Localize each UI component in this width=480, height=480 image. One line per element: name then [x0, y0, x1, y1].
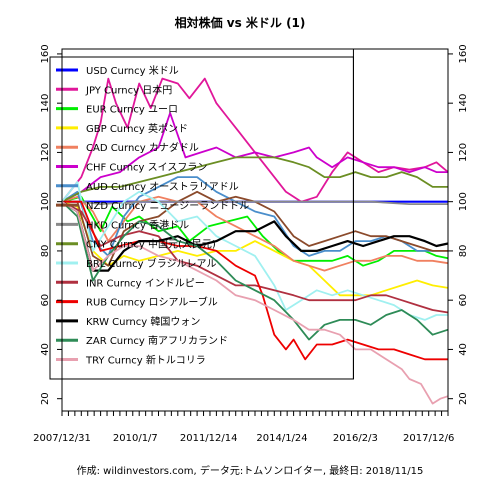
series-line: [61, 200, 449, 272]
y-tick-label-left: 120: [40, 143, 51, 162]
x-tick-label: 2011/12/14: [180, 433, 238, 444]
y-tick-label-right: 80: [458, 245, 469, 258]
y-tick-label-right: 160: [458, 44, 469, 63]
legend-label: CHF Curncy スイスフラン: [86, 162, 207, 174]
y-tick-label-left: 80: [40, 245, 51, 258]
legend-label: HKD Curncy 香港ドル: [86, 219, 189, 231]
legend-label: CNY Curncy 中国元(人民元): [86, 238, 216, 251]
y-tick-label-right: 140: [458, 94, 469, 113]
chart-footer: 作成: wildinvestors.com, データ元:トムソンロイター, 最終…: [77, 464, 424, 477]
series-line: [61, 200, 449, 314]
y-tick-label-left: 100: [40, 192, 51, 211]
legend-label: TRY Curncy 新トルコリラ: [85, 354, 206, 367]
x-tick-label: 2016/2/3: [333, 433, 378, 444]
axes: 20 20 40 40 60 60 80 80 100 100 120 120 140 140 160 160…: [33, 44, 469, 444]
legend-label: INR Curncy インドルピー: [86, 277, 205, 289]
chart-title: 相対株価 vs 米ドル (1): [175, 15, 306, 30]
legend-label: GBP Curncy 英ポンド: [86, 122, 188, 135]
plot-area: [61, 49, 449, 405]
series-line: [61, 156, 448, 203]
x-tick-label: 2010/1/7: [113, 433, 158, 444]
y-tick-label-left: 20: [40, 392, 51, 405]
legend-label: KRW Curncy 韓国ウォン: [86, 316, 200, 328]
legend-label: JPY Curncy 日本円: [85, 83, 172, 96]
y-tick-label-right: 40: [458, 343, 469, 356]
y-tick-label-right: 120: [458, 143, 469, 162]
x-tick-label: 2014/1/24: [256, 433, 307, 444]
y-tick-label-left: 40: [40, 343, 51, 356]
legend-label: USD Curncy 米ドル: [86, 64, 179, 77]
x-tick-label: 2017/12/6: [403, 433, 454, 444]
y-tick-label-right: 60: [458, 294, 469, 307]
x-tick-label: 2007/12/31: [33, 433, 91, 444]
legend-box: [49, 56, 354, 380]
series-line: [61, 200, 449, 405]
y-tick-label-left: 60: [40, 294, 51, 307]
legend-label: BRL Curncy ブラジルレアル: [86, 257, 216, 270]
y-tick-label-left: 160: [40, 44, 51, 63]
series-line: [61, 181, 448, 321]
series-line: [62, 200, 448, 205]
series-line: [61, 201, 449, 341]
legend-label: EUR Curncy ユーロ: [86, 105, 178, 116]
legend: USD Curncy 米ドル JPY Curncy 日本円 EUR Curncy ユ…: [49, 56, 354, 380]
legend-label: ZAR Curncy 南アフリカランド: [86, 334, 228, 347]
series-line: [61, 77, 449, 203]
legend-label: CAD Curncy カナダドル: [86, 141, 199, 154]
legend-label: AUD Curncy オーストラリアドル: [86, 181, 239, 193]
y-tick-label-right: 20: [458, 392, 469, 405]
y-tick-label-right: 100: [458, 192, 469, 211]
legend-label: NZD Curncy ニュージーランドドル: [86, 200, 249, 212]
series-line: [61, 195, 449, 267]
legend-label: RUB Curncy ロシアルーブル: [86, 296, 218, 309]
y-tick-label-left: 140: [40, 94, 51, 113]
series-line: [61, 200, 449, 297]
